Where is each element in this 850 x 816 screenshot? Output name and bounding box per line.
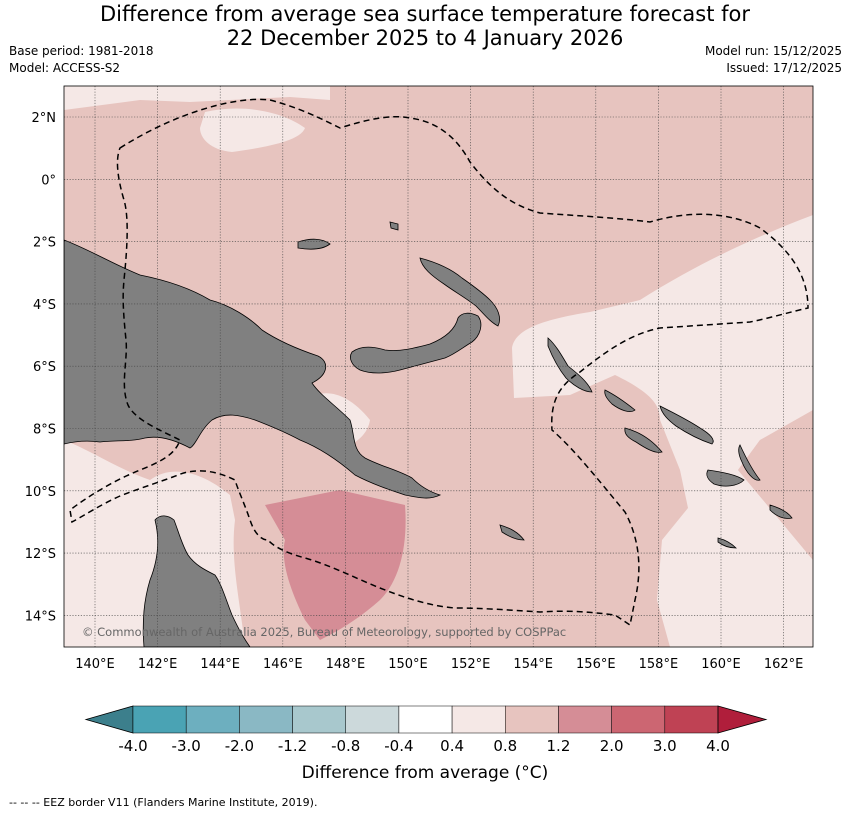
lon-label: 148°E [326,657,366,672]
anomaly-patch-north [64,86,330,110]
colorbar-tick: 1.2 [547,737,571,755]
colorbar-segment [345,705,400,734]
lon-label: 152°E [451,657,491,672]
meta-right: Model run: 15/12/2025 Issued: 17/12/2025 [705,43,842,77]
lon-label: 162°E [764,657,804,672]
meta-left: Base period: 1981-2018 Model: ACCESS-S2 [9,43,154,77]
lat-label: 10°S [25,485,56,500]
lon-label: 160°E [701,657,741,672]
lon-label: 140°E [75,657,115,672]
title-line-2: 22 December 2025 to 4 January 2026 [226,26,624,50]
lon-label: 158°E [639,657,679,672]
anomaly-patch-coral-sea [265,490,406,640]
colorbar-segment [558,705,612,734]
map-title: Difference from average sea surface temp… [0,2,850,50]
colorbar-segment [132,705,187,734]
colorbar-tick-labels: -4.0 -3.0 -2.0 -1.2 -0.8 -0.4 0.4 0.8 1.2 2.0 3.0 4… [118,737,730,755]
colorbar-segment [611,705,666,734]
lon-label: 146°E [263,657,303,672]
lon-label: 154°E [513,657,553,672]
footnote-eez: -- -- -- EEZ border V11 (Flanders Marine… [9,796,318,809]
lat-label: 2°S [33,236,56,251]
lat-label: 0° [41,173,56,188]
eez-border-line [69,98,809,627]
colorbar-tick: 0.4 [440,737,464,755]
colorbar-segment [239,705,293,734]
colorbar-tick: -0.4 [384,737,413,755]
model-run: Model run: 15/12/2025 [704,44,842,58]
colorbar-segment [185,705,240,734]
map-area [64,86,813,647]
anomaly-patch-north-inner [200,108,305,152]
model-name: Model: ACCESS-S2 [9,61,121,75]
land-makira [706,469,745,487]
land-rossel-island [499,524,525,541]
lon-label: 142°E [138,657,178,672]
land-small-island [389,221,399,231]
colorbar-tick: 3.0 [653,737,677,755]
lat-label: 14°S [25,609,56,624]
colorbar-tick: 2.0 [600,737,624,755]
anomaly-patch-east-inner [738,420,813,560]
land-malaita [659,405,714,445]
colorbar-tick: -0.8 [331,737,360,755]
colorbar-extend-high [717,705,768,734]
copyright-text: © Commonwealth of Australia 2025, Bureau… [82,625,566,639]
lat-label: 6°S [33,360,56,375]
colorbar-segment [292,705,346,734]
colorbar-segment [505,705,559,734]
colorbar-tick: -3.0 [172,737,201,755]
title-line-1: Difference from average sea surface temp… [100,2,750,26]
lat-label: 4°S [33,298,56,313]
base-period: Base period: 1981-2018 [9,44,154,58]
issued-date: Issued: 17/12/2025 [726,61,842,75]
lat-label: 12°S [25,547,56,562]
land-guadalcanal [624,427,663,453]
colorbar-tick: -2.0 [225,737,254,755]
land-vanuatu-north [769,504,793,519]
land-bougainville [547,337,593,393]
lat-label: 8°S [33,423,56,438]
land-new-guinea [64,239,442,499]
map-frame [63,85,814,648]
lon-label: 144°E [200,657,240,672]
land-rennell [738,444,761,481]
land-santa-cruz [717,537,737,549]
graticule [64,86,813,647]
land-new-britain [350,312,482,374]
eez-borders [69,98,809,627]
colorbar-segment [451,705,506,734]
land-new-ireland [419,257,500,327]
colorbar [84,705,768,734]
colorbar-segment [398,705,453,734]
lat-label: 2°N [32,111,57,126]
longitude-labels: 140°E 142°E 144°E 146°E 148°E 150°E 152°E 154°E… [75,657,803,672]
colorbar-tick: 4.0 [706,737,730,755]
land-choiseul [604,389,636,412]
colorbar-segment [664,705,719,734]
colorbar-extend-low [84,705,134,734]
colorbar-tick: -1.2 [278,737,307,755]
lon-label: 150°E [388,657,428,672]
land-cape-york [142,515,251,647]
latitude-labels: 2°N 0° 2°S 4°S 6°S 8°S 10°S 12°S 14°S [25,111,56,624]
lon-label: 156°E [576,657,616,672]
colorbar-tick: 0.8 [493,737,517,755]
colorbar-tick: -4.0 [118,737,147,755]
colorbar-caption: Difference from average (°C) [301,763,549,783]
